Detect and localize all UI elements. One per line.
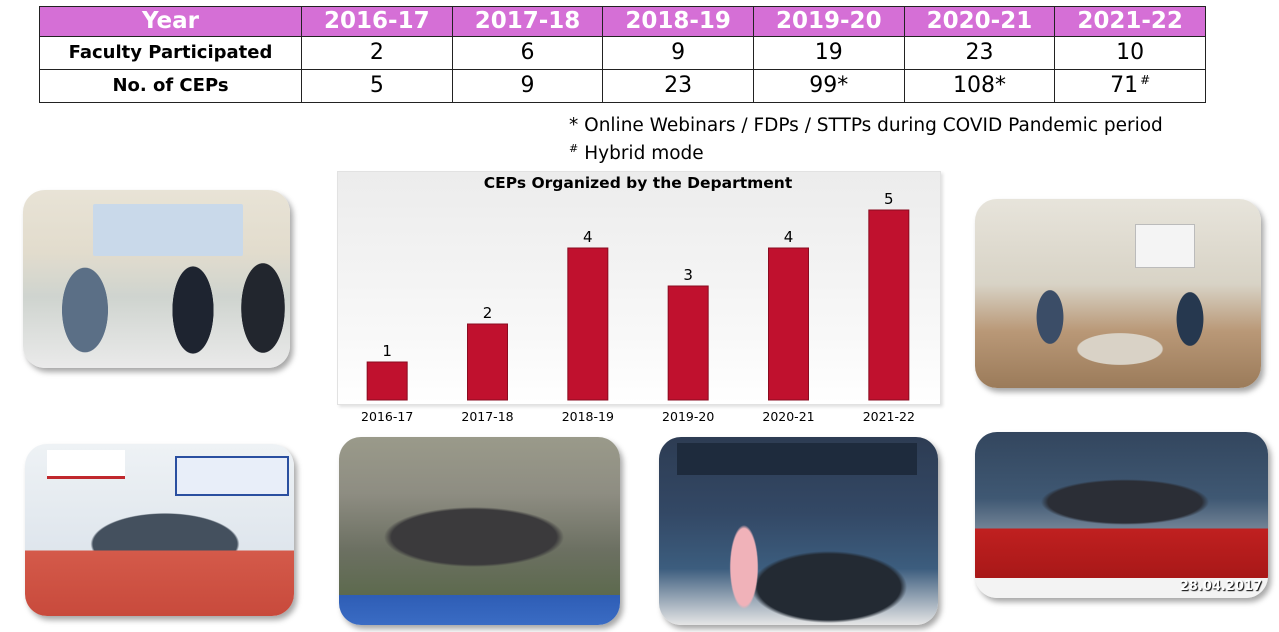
cdio-meeting-photo [659,437,938,625]
data-label: 1 [382,342,392,360]
bar-2016-17 [366,361,408,401]
cep-statistics-table: Year 2016-17 2017-18 2018-19 2019-20 202… [39,6,1206,103]
x-tick-label: 2016-17 [361,409,413,424]
workshop-discussion-photo [975,199,1261,388]
ceps-value: 23 [664,73,693,98]
year-cell: 2017-18 [451,6,604,37]
photo-date-stamp: 28.04.2017 [1179,579,1262,594]
x-tick-label: 2020-21 [762,409,814,424]
hybrid-note-line: # Hybrid mode [569,137,1163,165]
bar-2019-20 [667,285,709,401]
project-based-learning-photo [25,444,294,616]
data-label: 2 [483,304,493,322]
hybrid-mark: # [1140,72,1151,87]
faculty-cell: 9 [602,36,754,70]
faculty-cell: 6 [451,36,604,70]
event-banner [93,204,243,256]
ceps-cell: 23 [602,69,754,103]
year-cell: 2016-17 [301,6,453,37]
ceps-row: No. of CEPs 5 9 23 99* 108* 71 # [39,69,1206,103]
chart-title: CEPs Organized by the Department [483,174,793,192]
faculty-cell: 23 [903,36,1056,70]
year-cell: 2021-22 [1054,6,1206,37]
covid-note: * Online Webinars / FDPs / STTPs during … [569,115,1163,136]
year-cell: 2018-19 [602,6,754,37]
faculty-row: Faculty Participated 2 6 9 19 23 10 [39,36,1206,70]
data-label: 3 [683,266,693,284]
gian-certificate-photo [23,190,290,368]
footnotes: * Online Webinars / FDPs / STTPs during … [569,114,1163,165]
year-header-cell: Year [39,6,302,37]
x-tick-label: 2021-22 [863,409,915,424]
year-cell: 2019-20 [752,6,905,37]
bar-2020-21 [768,247,809,401]
ceps-cell: 71 # [1054,69,1206,103]
table-header-row: Year 2016-17 2017-18 2018-19 2019-20 202… [39,6,1206,37]
hybrid-note: Hybrid mode [584,143,704,165]
chart-area [337,171,941,405]
ceps-bar-chart: 1 2016-17 2 2017-18 4 2018-19 3 2019-20 4 2020-21… [361,190,915,424]
year-cell: 2020-21 [903,6,1056,37]
hybrid-note-mark: # [569,142,579,155]
ceps-value: 99 [809,73,838,98]
release-event-photo: 28.04.2017 [975,432,1268,598]
x-tick-label: 2019-20 [662,409,714,424]
whiteboard [1135,224,1195,268]
bar-2018-19 [567,247,609,401]
faculty-cell: 2 [301,36,453,70]
event-banner [677,443,917,475]
data-label: 4 [583,228,593,246]
veltech-logo [47,450,125,479]
ceps-cell: 5 [301,69,453,103]
ceps-row-label: No. of CEPs [39,69,302,103]
bar-2017-18 [467,323,508,401]
faculty-cell: 19 [752,36,905,70]
ceps-value: 71 [1110,73,1139,98]
faculty-row-label: Faculty Participated [39,36,302,70]
data-label: 4 [784,228,794,246]
x-tick-label: 2018-19 [562,409,614,424]
bar-2021-22 [868,209,910,401]
ceps-cell: 9 [451,69,604,103]
x-tick-label: 2017-18 [461,409,513,424]
covid-mark: * [994,73,1006,98]
ceps-cell: 99* [752,69,905,103]
ceps-value: 108 [952,73,995,98]
covid-mark: * [837,73,849,98]
data-label: 5 [884,190,894,208]
event-banner [175,456,289,496]
faculty-cell: 10 [1054,36,1206,70]
iisc-group-photo [339,437,620,625]
ceps-cell: 108* [903,69,1056,103]
ceps-value: 9 [520,73,535,98]
ceps-value: 5 [369,73,384,98]
